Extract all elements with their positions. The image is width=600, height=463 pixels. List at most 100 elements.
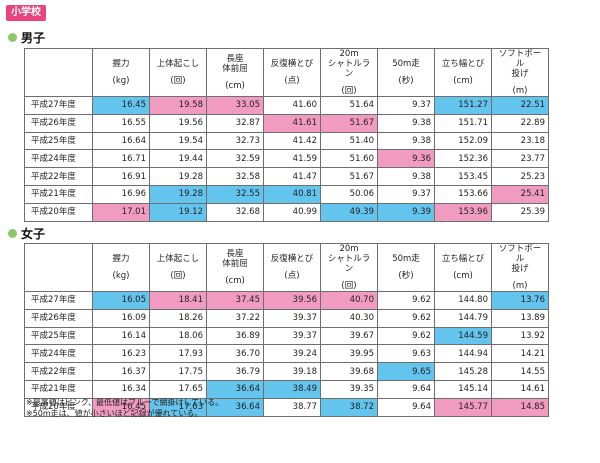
value-cell: 40.81 bbox=[263, 184, 321, 204]
column-name: 20m シャトルラン bbox=[327, 49, 371, 79]
value-cell: 23.18 bbox=[491, 131, 549, 151]
value-cell: 145.28 bbox=[434, 362, 492, 381]
year-label: 平成24年度 bbox=[24, 149, 93, 169]
column-name: 上体起こし bbox=[156, 254, 200, 264]
table-row: 平成26年度 16.09 18.26 37.22 39.37 40.30 9.62 144.7… bbox=[24, 308, 549, 328]
value-cell: 9.62 bbox=[377, 326, 435, 346]
value-cell: 153.96 bbox=[434, 202, 492, 222]
column-unit: (cm) bbox=[225, 81, 245, 91]
value-cell: 38.49 bbox=[263, 379, 321, 399]
column-header: 握力 (kg) bbox=[92, 243, 150, 292]
value-cell: 37.45 bbox=[206, 291, 264, 310]
column-unit: (cm) bbox=[225, 276, 245, 286]
year-label: 平成26年度 bbox=[24, 308, 93, 328]
column-header: 50m走 (秒) bbox=[377, 243, 435, 292]
value-cell: 19.28 bbox=[149, 167, 207, 186]
column-header: ソフトボール 投げ (m) bbox=[491, 243, 549, 292]
header-row: 握力 (kg) 上体起こし (回) 長座 体前屈 (cm) 反復横とび (点) 20m シャトル… bbox=[24, 243, 549, 292]
value-cell: 37.22 bbox=[206, 308, 264, 328]
column-name: ソフトボール 投げ bbox=[498, 49, 542, 79]
value-cell: 144.59 bbox=[434, 326, 492, 346]
column-name: 握力 bbox=[112, 254, 130, 264]
column-name: 上体起こし bbox=[156, 59, 200, 69]
value-cell: 36.64 bbox=[206, 379, 264, 399]
green-dot-icon bbox=[8, 229, 17, 238]
value-cell: 39.18 bbox=[263, 362, 321, 381]
value-cell: 32.59 bbox=[206, 149, 264, 169]
year-label: 平成22年度 bbox=[24, 167, 93, 186]
year-label: 平成20年度 bbox=[24, 202, 93, 222]
value-cell: 23.77 bbox=[491, 149, 549, 169]
green-dot-icon bbox=[8, 33, 17, 42]
value-cell: 13.89 bbox=[491, 308, 549, 328]
column-unit: (cm) bbox=[453, 76, 473, 86]
value-cell: 14.85 bbox=[491, 397, 549, 417]
value-cell: 9.62 bbox=[377, 291, 435, 310]
value-cell: 39.37 bbox=[263, 326, 321, 346]
column-name: 立ち幅とび bbox=[441, 254, 485, 264]
column-unit: (回) bbox=[170, 76, 186, 86]
value-cell: 51.64 bbox=[320, 96, 378, 115]
column-header: 立ち幅とび (cm) bbox=[434, 48, 492, 97]
value-cell: 32.73 bbox=[206, 131, 264, 151]
value-cell: 41.47 bbox=[263, 167, 321, 186]
girls-fitness-table: 握力 (kg) 上体起こし (回) 長座 体前屈 (cm) 反復横とび (点) 20m シャトル… bbox=[24, 243, 549, 417]
value-cell: 144.94 bbox=[434, 344, 492, 364]
value-cell: 14.61 bbox=[491, 379, 549, 399]
value-cell: 17.93 bbox=[149, 344, 207, 364]
column-header: 20m シャトルラン (回) bbox=[320, 48, 378, 97]
value-cell: 144.80 bbox=[434, 291, 492, 310]
table-row: 平成26年度 16.55 19.56 32.87 41.61 51.67 9.38 151.7… bbox=[24, 113, 549, 133]
value-cell: 9.64 bbox=[377, 397, 435, 417]
year-label: 平成27年度 bbox=[24, 96, 93, 115]
value-cell: 152.36 bbox=[434, 149, 492, 169]
value-cell: 144.79 bbox=[434, 308, 492, 328]
value-cell: 18.06 bbox=[149, 326, 207, 346]
value-cell: 16.14 bbox=[92, 326, 150, 346]
boys-section-title: 男子 bbox=[8, 29, 45, 46]
column-name: 20m シャトルラン bbox=[327, 244, 371, 274]
value-cell: 51.60 bbox=[320, 149, 378, 169]
year-label: 平成24年度 bbox=[24, 344, 93, 364]
value-cell: 9.38 bbox=[377, 167, 435, 186]
column-header: 上体起こし (回) bbox=[149, 243, 207, 292]
column-header: 長座 体前屈 (cm) bbox=[206, 243, 264, 292]
column-unit: (m) bbox=[512, 86, 528, 96]
year-label: 平成25年度 bbox=[24, 326, 93, 346]
value-cell: 25.41 bbox=[491, 184, 549, 204]
value-cell: 50.06 bbox=[320, 184, 378, 204]
value-cell: 40.30 bbox=[320, 308, 378, 328]
value-cell: 152.09 bbox=[434, 131, 492, 151]
value-cell: 153.45 bbox=[434, 167, 492, 186]
value-cell: 38.72 bbox=[320, 397, 378, 417]
value-cell: 39.35 bbox=[320, 379, 378, 399]
column-unit: (秒) bbox=[398, 271, 414, 281]
header-corner bbox=[24, 48, 93, 97]
boys-title-text: 男子 bbox=[21, 31, 46, 45]
value-cell: 9.36 bbox=[377, 149, 435, 169]
value-cell: 17.75 bbox=[149, 362, 207, 381]
value-cell: 41.59 bbox=[263, 149, 321, 169]
column-name: 50m走 bbox=[392, 59, 420, 69]
value-cell: 40.70 bbox=[320, 291, 378, 310]
column-header: 反復横とび (点) bbox=[263, 243, 321, 292]
value-cell: 19.12 bbox=[149, 202, 207, 222]
value-cell: 9.65 bbox=[377, 362, 435, 381]
column-header: 20m シャトルラン (回) bbox=[320, 243, 378, 292]
year-label: 平成27年度 bbox=[24, 291, 93, 310]
value-cell: 16.09 bbox=[92, 308, 150, 328]
value-cell: 51.67 bbox=[320, 113, 378, 133]
value-cell: 16.55 bbox=[92, 113, 150, 133]
column-unit: (回) bbox=[170, 271, 186, 281]
value-cell: 19.44 bbox=[149, 149, 207, 169]
school-level-badge: 小学校 bbox=[6, 5, 46, 21]
table-row: 平成25年度 16.14 18.06 36.89 39.37 39.67 9.62 144.5… bbox=[24, 326, 549, 346]
value-cell: 16.91 bbox=[92, 167, 150, 186]
table-row: 平成27年度 16.05 18.41 37.45 39.56 40.70 9.62 144.8… bbox=[24, 291, 549, 310]
year-label: 平成22年度 bbox=[24, 362, 93, 381]
value-cell: 41.60 bbox=[263, 96, 321, 115]
table-row: 平成22年度 16.91 19.28 32.58 41.47 51.67 9.38 153.4… bbox=[24, 167, 549, 186]
header-corner bbox=[24, 243, 93, 292]
value-cell: 9.64 bbox=[377, 379, 435, 399]
value-cell: 153.66 bbox=[434, 184, 492, 204]
